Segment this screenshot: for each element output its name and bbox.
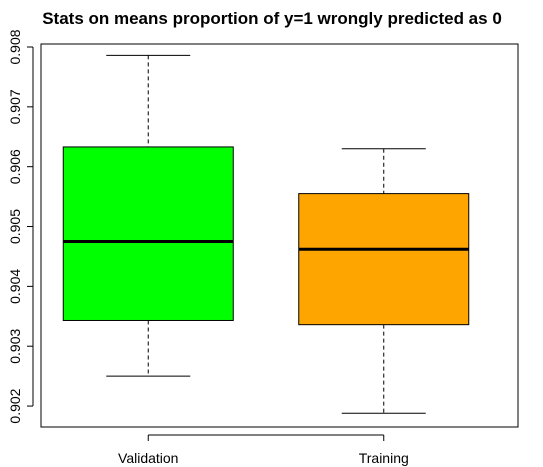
- box-validation: [62, 54, 234, 377]
- box-training: [298, 148, 470, 414]
- chart-title: Stats on means proportion of y=1 wrongly…: [42, 9, 502, 28]
- y-tick-label: 0.905: [7, 209, 23, 244]
- y-tick-label: 0.906: [7, 149, 23, 184]
- y-tick-label: 0.903: [7, 328, 23, 363]
- y-tick-label: 0.908: [7, 29, 23, 64]
- y-tick-label: 0.902: [7, 388, 23, 423]
- plot-frame: [40, 43, 519, 428]
- x-tick-label: Training: [359, 450, 409, 466]
- y-tick-label: 0.904: [7, 269, 23, 304]
- y-axis: 0.902 0.903 0.904 0.905 0.906 0.907 0.908: [7, 29, 34, 424]
- y-tick-label: 0.907: [7, 89, 23, 124]
- x-axis: Validation Training: [118, 434, 409, 466]
- x-tick-label: Validation: [118, 450, 178, 466]
- box-series: [62, 54, 470, 414]
- iqr-box: [298, 193, 470, 326]
- iqr-box: [62, 146, 234, 321]
